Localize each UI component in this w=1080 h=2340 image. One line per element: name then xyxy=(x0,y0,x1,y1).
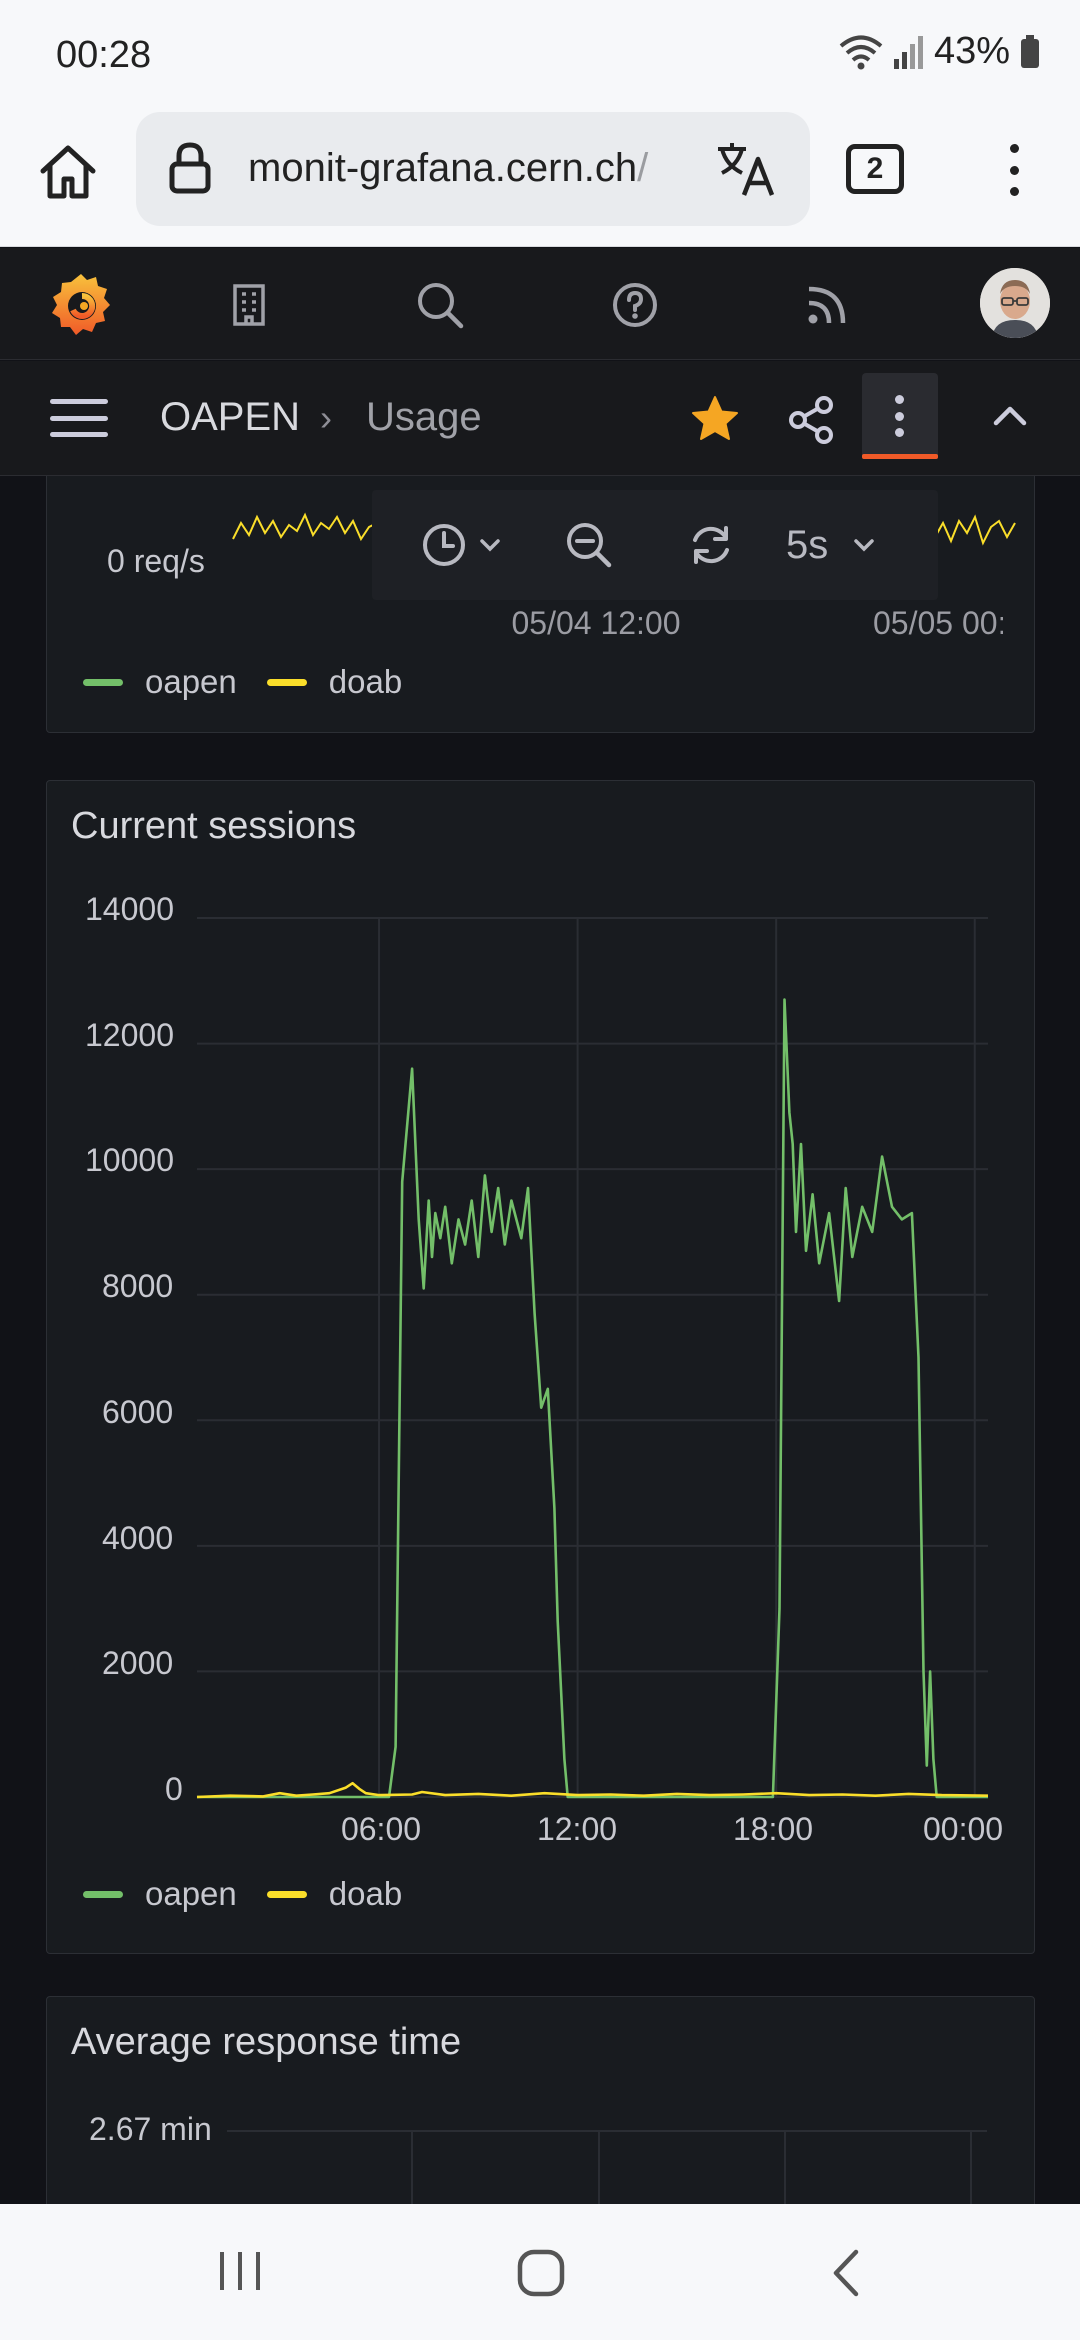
oapen-series-line xyxy=(197,998,988,1799)
lock-icon[interactable] xyxy=(168,142,212,199)
legend-swatch xyxy=(83,1890,123,1898)
home-circle-icon xyxy=(517,2249,565,2297)
more-options-button[interactable] xyxy=(862,373,938,459)
signal-icon xyxy=(893,35,924,69)
y-tick-label: 2000 xyxy=(102,1645,174,1681)
legend-label: oapen xyxy=(145,1875,237,1912)
breadcrumb-current: Usage xyxy=(366,395,482,439)
translate-button[interactable] xyxy=(710,136,780,202)
user-avatar[interactable] xyxy=(980,268,1050,338)
battery-percent: 43% xyxy=(933,30,1010,72)
search-icon[interactable] xyxy=(413,278,467,332)
recent-apps-button[interactable] xyxy=(216,2248,264,2299)
legend-item-doab[interactable]: doab xyxy=(266,663,403,701)
browser-toolbar: monit-grafana.cern.ch/ 2 xyxy=(0,110,1080,247)
requests-panel: 0 req/s 05/04 12:00 05/05 00:00 oapen do… xyxy=(46,476,1035,733)
x-tick-label: 06:00 xyxy=(340,1811,422,1847)
zoom-out-icon xyxy=(567,523,612,568)
legend-swatch xyxy=(83,678,123,686)
doab-series-line xyxy=(926,514,1016,546)
grafana-logo-icon[interactable] xyxy=(46,270,116,340)
share-icon[interactable] xyxy=(786,395,836,450)
building-icon[interactable] xyxy=(222,278,276,332)
url-path: / xyxy=(637,146,649,190)
system-nav-bar xyxy=(0,2204,1080,2340)
y-tick-label: 8000 xyxy=(102,1268,174,1304)
legend-item-oapen[interactable]: oapen xyxy=(83,1875,237,1913)
breadcrumb-separator: › xyxy=(320,397,332,438)
panel-title: Average response time xyxy=(71,2021,462,2063)
legend-label: doab xyxy=(328,663,403,700)
panel-title: Current sessions xyxy=(71,805,357,847)
y-tick-label: 10000 xyxy=(85,1142,174,1178)
requests-legend: oapen doab xyxy=(83,663,412,701)
home-nav-button[interactable] xyxy=(516,2248,566,2303)
rss-icon[interactable] xyxy=(800,278,854,332)
translate-icon xyxy=(718,143,775,196)
time-picker-toolbar: 5s xyxy=(372,490,938,600)
y-tick-label: 14000 xyxy=(85,891,174,927)
x-tick-label: 12:00 xyxy=(536,1811,618,1847)
doab-series-line xyxy=(196,1781,989,1799)
chevron-up-icon[interactable] xyxy=(990,401,1030,436)
legend-label: doab xyxy=(328,1875,403,1912)
y-tick-label: 6000 xyxy=(102,1394,174,1430)
time-range-button[interactable] xyxy=(420,514,502,576)
legend-swatch xyxy=(266,1890,307,1898)
status-time: 00:28 xyxy=(56,34,152,76)
x-axis-label: 05/05 00:00 xyxy=(873,605,1003,641)
y-tick-label: 0 xyxy=(165,1771,183,1807)
help-icon[interactable] xyxy=(608,278,662,332)
sessions-chart xyxy=(196,917,989,1799)
refresh-interval-picker[interactable]: 5s xyxy=(786,514,876,576)
legend-item-oapen[interactable]: oapen xyxy=(83,663,237,701)
home-button[interactable] xyxy=(30,134,106,210)
status-icons: 43% xyxy=(838,30,1040,73)
legend-label: oapen xyxy=(145,663,237,700)
tab-switcher-button[interactable]: 2 xyxy=(846,144,904,194)
response-time-grid xyxy=(227,2130,987,2204)
dashboard-content: 0 req/s 05/04 12:00 05/05 00:00 oapen do… xyxy=(0,476,1080,2204)
grafana-top-nav xyxy=(0,248,1080,360)
refresh-button[interactable] xyxy=(686,514,736,576)
x-axis-label: 05/04 12:00 xyxy=(511,605,681,641)
y-tick-label: 2.67 min xyxy=(89,2111,212,2147)
url-text[interactable]: monit-grafana.cern.ch/ xyxy=(248,146,678,191)
legend-item-doab[interactable]: doab xyxy=(266,1875,403,1913)
battery-icon xyxy=(1020,34,1040,69)
url-host: monit-grafana.cern.ch xyxy=(248,146,638,190)
clock-icon xyxy=(423,524,465,566)
menu-toggle-button[interactable] xyxy=(50,399,108,437)
chevron-down-icon xyxy=(854,539,874,552)
average-response-time-panel: Average response time 2.67 min xyxy=(46,1996,1035,2204)
address-bar[interactable]: monit-grafana.cern.ch/ xyxy=(136,112,810,226)
chevron-down-icon xyxy=(480,539,500,552)
current-sessions-panel: Current sessions 14000 12000 10000 8000 … xyxy=(46,780,1035,1954)
back-button[interactable] xyxy=(826,2248,866,2303)
recents-icon xyxy=(220,2252,260,2290)
status-bar: 00:28 43% xyxy=(0,0,1080,110)
y-axis-zero-label: 0 req/s xyxy=(107,543,205,579)
y-tick-label: 12000 xyxy=(85,1017,174,1053)
legend-swatch xyxy=(266,678,307,686)
x-tick-label: 18:00 xyxy=(732,1811,814,1847)
refresh-icon xyxy=(693,526,729,564)
breadcrumb-parent[interactable]: OAPEN xyxy=(160,395,301,439)
zoom-out-button[interactable] xyxy=(564,514,614,576)
back-icon xyxy=(833,2249,859,2297)
refresh-interval-value: 5s xyxy=(786,522,829,567)
y-tick-label: 4000 xyxy=(102,1520,174,1556)
dashboard-header: OAPEN › Usage xyxy=(0,361,1080,476)
wifi-icon xyxy=(838,33,884,71)
home-icon xyxy=(40,145,96,199)
sessions-legend: oapen doab xyxy=(83,1875,412,1913)
active-indicator xyxy=(862,454,938,459)
browser-menu-button[interactable] xyxy=(994,140,1034,200)
star-icon[interactable] xyxy=(690,395,740,448)
kebab-icon xyxy=(895,395,905,437)
x-tick-label: 00:00 xyxy=(923,1811,1004,1847)
